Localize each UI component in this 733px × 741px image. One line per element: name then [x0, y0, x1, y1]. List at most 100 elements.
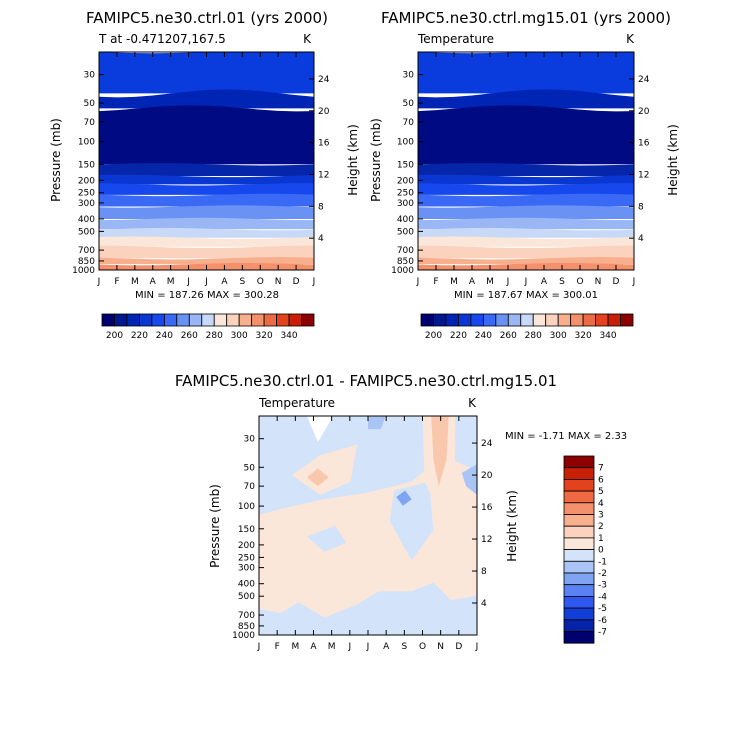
colorbar-swatch — [532, 313, 547, 327]
y-tick-label: 400 — [397, 215, 414, 225]
colorbar-swatch — [563, 549, 595, 562]
colorbar-swatch — [563, 467, 595, 480]
colorbar-swatch — [563, 619, 595, 632]
colorbar-swatch — [563, 478, 595, 492]
colorbar-label: 200 — [425, 331, 442, 341]
y-tick-label: 250 — [78, 189, 95, 199]
colorbar-swatch — [301, 313, 315, 327]
y-tick-label: 70 — [244, 482, 256, 492]
panel-2-contour-band — [418, 193, 634, 207]
colorbar-swatch — [482, 313, 497, 327]
colorbar-label: -7 — [598, 628, 607, 638]
x-tick-label: F — [433, 277, 438, 287]
panel-2-contour-band — [418, 174, 634, 185]
x-tick-label: M — [131, 277, 139, 287]
x-tick-label: J — [257, 642, 261, 652]
colorbar-label: 4 — [598, 499, 604, 509]
colorbar-label: -4 — [598, 592, 607, 602]
y-tick-label: 50 — [244, 463, 256, 473]
colorbar-label: 260 — [500, 331, 517, 341]
x-tick-label: M — [328, 642, 336, 652]
x-tick-label: F — [114, 277, 119, 287]
panel-2-title: FAMIPC5.ne30.ctrl.mg15.01 (yrs 2000) — [381, 9, 671, 27]
panel-1-contour-band — [99, 245, 314, 259]
colorbar-swatch — [563, 572, 595, 586]
x-tick-label: D — [613, 277, 620, 287]
colorbar-label: 300 — [550, 331, 567, 341]
colorbar-label: 220 — [450, 331, 467, 341]
x-tick-label: D — [293, 277, 300, 287]
x-tick-label: O — [576, 277, 583, 287]
diff-region — [396, 490, 412, 506]
colorbar-label: 200 — [106, 331, 123, 341]
x-tick-label: N — [595, 277, 602, 287]
colorbar-label: 320 — [575, 331, 592, 341]
y-right-tick-label: 8 — [318, 202, 324, 212]
colorbar-label: 0 — [598, 546, 604, 556]
y-right-tick-label: 24 — [638, 75, 650, 85]
panel-1-stats: MIN = 187.26 MAX = 300.28 — [135, 290, 279, 301]
x-tick-label: A — [221, 277, 228, 287]
y-right-tick-label: 16 — [318, 139, 330, 149]
panel-3-ylabel-right: Height (km) — [505, 490, 519, 561]
y-tick-label: 1000 — [232, 631, 255, 641]
colorbar-swatch — [563, 537, 595, 551]
colorbar-swatch — [563, 607, 595, 621]
y-right-tick-label: 12 — [481, 535, 492, 545]
colorbar-label: 240 — [475, 331, 492, 341]
y-tick-label: 150 — [397, 160, 414, 170]
panel-2-stats: MIN = 187.67 MAX = 300.01 — [454, 290, 598, 301]
y-tick-label: 100 — [397, 138, 414, 148]
y-right-tick-label: 16 — [638, 139, 650, 149]
colorbar-label: 340 — [599, 331, 616, 341]
x-tick-label: O — [419, 642, 426, 652]
y-tick-label: 1000 — [72, 266, 95, 276]
colorbar-swatch — [563, 455, 595, 469]
y-tick-label: 850 — [397, 257, 414, 267]
y-right-tick-label: 4 — [638, 234, 644, 244]
panel-1-contour-band — [99, 217, 314, 230]
colorbar-swatch — [213, 313, 228, 327]
colorbar-swatch — [433, 313, 447, 327]
diff-region — [368, 416, 386, 430]
colorbar-swatch — [263, 313, 277, 327]
colorbar-label: -2 — [598, 569, 607, 579]
x-tick-label: J — [506, 277, 510, 287]
y-tick-label: 50 — [84, 99, 96, 109]
y-tick-label: 850 — [238, 622, 255, 632]
y-tick-label: 700 — [238, 611, 255, 621]
panel-mg15: FAMIPC5.ne30.ctrl.mg15.01 (yrs 2000) Tem… — [369, 9, 680, 341]
y-right-tick-label: 24 — [481, 439, 493, 449]
x-tick-label: J — [186, 277, 190, 287]
diff-region — [306, 468, 329, 487]
x-tick-label: J — [366, 642, 370, 652]
colorbar-label: 7 — [598, 464, 604, 474]
panel-1-contour-band — [99, 236, 314, 247]
panel-2-contour-band — [418, 183, 634, 195]
colorbar-swatch — [470, 313, 484, 327]
panel-1-ylabel-right: Height (km) — [346, 124, 360, 195]
panel-2-contour-band — [418, 236, 634, 247]
colorbar-label: 340 — [280, 331, 297, 341]
colorbar-label: 320 — [256, 331, 273, 341]
y-tick-label: 500 — [238, 592, 255, 602]
x-tick-label: A — [310, 642, 317, 652]
colorbar-label: 2 — [598, 522, 604, 532]
panel-2-contour-band — [418, 245, 634, 259]
colorbar-label: -1 — [598, 557, 607, 567]
panel-difference: FAMIPC5.ne30.ctrl.01 - FAMIPC5.ne30.ctrl… — [175, 372, 627, 652]
y-right-tick-label: 20 — [638, 107, 650, 117]
y-tick-label: 400 — [78, 215, 95, 225]
x-tick-label: M — [486, 277, 494, 287]
panel-3-units: K — [468, 396, 477, 410]
y-tick-label: 50 — [403, 99, 415, 109]
panel-2-ylabel: Pressure (mb) — [369, 118, 383, 202]
panel-3-ylabel: Pressure (mb) — [208, 484, 222, 568]
y-tick-label: 850 — [78, 257, 95, 267]
colorbar-swatch — [238, 313, 253, 327]
x-tick-label: J — [348, 642, 352, 652]
panel-3-stats: MIN = -1.71 MAX = 2.33 — [505, 431, 627, 442]
